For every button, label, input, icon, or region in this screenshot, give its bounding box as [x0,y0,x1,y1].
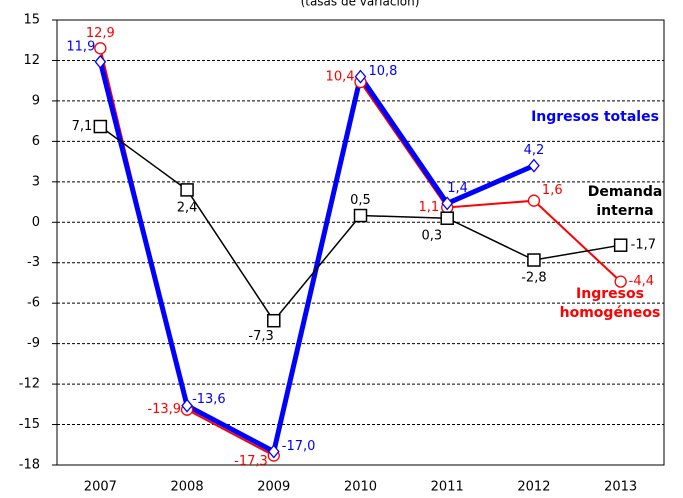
series-label: Demanda interna [587,184,663,219]
value-label: -17,0 [282,439,316,454]
series-line [97,61,535,456]
value-label: 1,6 [542,183,563,198]
value-label: 12,9 [86,26,115,41]
value-label: -4,4 [629,274,654,289]
marker [441,196,454,211]
marker [614,275,627,288]
marker [353,208,368,223]
marker [528,158,540,173]
value-label: -17,3 [234,454,268,469]
y-tick-label: 12 [23,53,40,68]
marker [613,238,628,252]
value-label: -1,7 [631,238,656,253]
series-label: Ingresos totales [531,109,659,125]
x-tick-label: 2012 [517,480,550,495]
value-label: -13,9 [147,402,181,417]
value-label: -13,6 [192,392,226,407]
y-tick-label: -3 [27,255,40,270]
marker [527,194,541,207]
marker [354,69,367,84]
value-label: 10,8 [369,64,398,79]
marker [94,54,107,69]
value-label: 11,9 [66,39,95,54]
x-tick-label: 2008 [171,480,204,495]
x-tick-label: 2013 [604,480,637,495]
value-label: 1,1 [419,200,440,215]
value-label: -7,3 [248,329,273,344]
series-label: Ingresos homogéneos [559,286,661,321]
marker [440,211,454,225]
y-tick-label: 6 [32,134,40,149]
value-label: 4,2 [524,143,545,158]
value-label: 7,1 [72,119,93,134]
marker [527,253,541,267]
value-label: 0,5 [350,193,371,208]
y-tick-label: -18 [19,458,40,473]
marker [181,398,193,413]
y-tick-label: 0 [32,215,40,230]
value-label: 0,3 [422,229,443,244]
y-tick-label: -15 [19,417,40,432]
value-label: 1,4 [447,181,468,196]
marker [267,444,280,459]
marker [94,42,107,55]
y-tick-label: -12 [19,377,40,392]
marker [93,119,108,134]
value-label: -2,8 [521,271,546,286]
y-tick-label: 3 [32,174,40,189]
y-tick-label: -9 [27,336,40,351]
value-label: 10,4 [326,70,355,85]
chart-title: (tasas de variación) [301,0,420,9]
plot-frame [56,19,665,466]
x-tick-label: 2011 [431,480,464,495]
x-tick-label: 2007 [84,480,117,495]
y-tick-label: 15 [23,13,40,28]
y-tick-label: 9 [32,93,40,108]
marker [180,183,194,197]
x-tick-label: 2010 [344,480,377,495]
y-tick-label: -6 [27,296,40,311]
marker [267,313,281,328]
value-label: 2,4 [177,200,198,215]
x-tick-label: 2009 [257,480,290,495]
